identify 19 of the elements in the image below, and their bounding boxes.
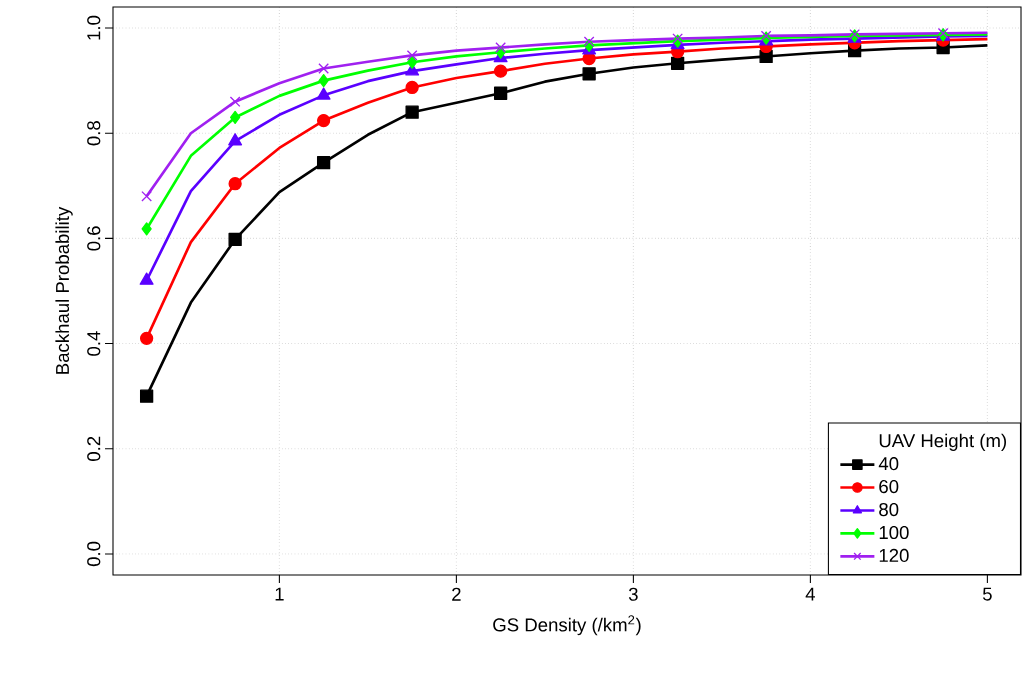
y-tick-label: 0.2 <box>87 436 101 461</box>
legend-label: 100 <box>879 525 909 540</box>
legend-label: 40 <box>878 457 899 471</box>
legend-label: 60 <box>879 480 899 494</box>
x-tick-label: 3 <box>628 587 638 601</box>
x-tick-label: 5 <box>982 587 992 601</box>
y-tick-label: 0.6 <box>87 226 101 251</box>
y-tick-label: 0.4 <box>87 331 101 356</box>
legend-label: 120 <box>879 548 909 563</box>
legend-title: UAV Height (m) <box>879 433 1007 451</box>
y-tick-label: 0.8 <box>87 121 101 146</box>
legend-label: 80 <box>879 502 899 517</box>
x-tick-label: 1 <box>275 587 284 601</box>
y-tick-label: 0.0 <box>87 541 101 567</box>
y-tick-label: 1.0 <box>87 15 101 40</box>
x-tick-label: 2 <box>452 587 461 601</box>
y-axis-title: Backhaul Probability <box>55 206 73 374</box>
x-tick-label: 4 <box>805 587 815 601</box>
x-axis-title: GS Density (/km$^{2}$) <box>493 615 641 636</box>
